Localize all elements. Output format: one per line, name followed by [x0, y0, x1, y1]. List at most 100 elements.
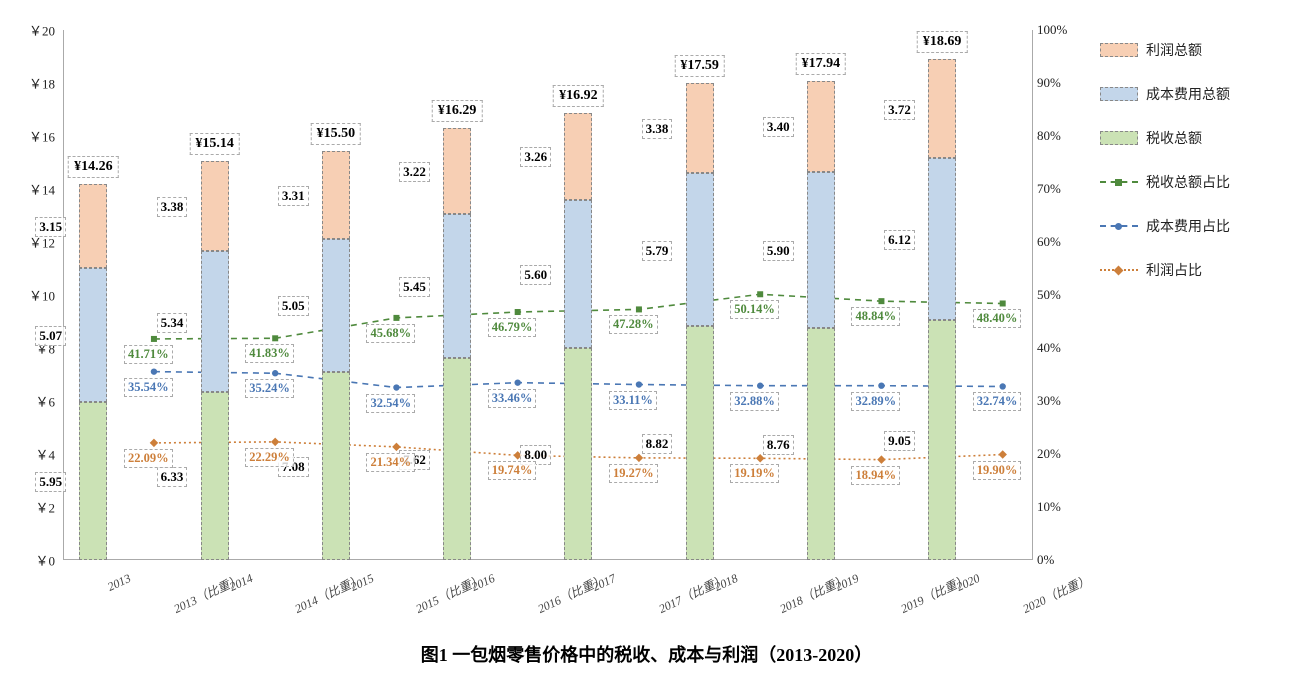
- legend-marker: [1114, 266, 1124, 276]
- seg-label-profit: 3.26: [520, 147, 551, 167]
- y-right-tick: 30%: [1037, 393, 1061, 409]
- bar-seg-tax: [807, 328, 835, 560]
- pct-label-tax: 50.14%: [730, 300, 779, 319]
- legend-marker: [1115, 223, 1122, 230]
- legend-text: 成本费用占比: [1146, 216, 1230, 236]
- marker-cost: [151, 368, 157, 374]
- bar-seg-cost: [443, 214, 471, 358]
- marker-cost: [757, 383, 763, 389]
- bar-seg-tax: [686, 326, 714, 560]
- y-right-tick: 100%: [1037, 22, 1067, 38]
- pct-label-profit: 19.19%: [730, 464, 779, 483]
- seg-label-tax: 9.05: [884, 431, 915, 451]
- bar-seg-cost: [79, 268, 107, 402]
- pct-label-tax: 48.40%: [973, 309, 1022, 328]
- seg-label-tax: 8.82: [642, 434, 673, 454]
- bar-seg-cost: [686, 173, 714, 326]
- legend-item-cost-bar: 成本费用总额: [1100, 84, 1280, 104]
- pct-label-cost: 32.74%: [973, 392, 1022, 411]
- seg-label-tax: 6.33: [157, 467, 188, 487]
- legend-item-cost-line: 成本费用占比: [1100, 216, 1280, 236]
- bar-seg-cost: [322, 239, 350, 373]
- pct-label-tax: 45.68%: [366, 324, 415, 343]
- y-left-tick: ￥18: [29, 74, 55, 93]
- y-left-tick: ￥10: [29, 286, 55, 305]
- marker-tax: [272, 335, 278, 341]
- bar-seg-profit: [322, 151, 350, 239]
- legend-line: [1100, 269, 1138, 271]
- seg-label-cost: 5.05: [278, 296, 309, 316]
- legend-swatch: [1100, 131, 1138, 145]
- y-right-tick: 20%: [1037, 446, 1061, 462]
- bar-seg-profit: [928, 59, 956, 158]
- chart-caption: 图1 一包烟零售价格中的税收、成本与利润（2013-2020）: [0, 641, 1293, 667]
- seg-label-profit: 3.31: [278, 186, 309, 206]
- y-left-tick: ￥20: [29, 21, 55, 40]
- seg-label-profit: 3.38: [642, 119, 673, 139]
- seg-label-profit: 3.72: [884, 100, 915, 120]
- legend-line: [1100, 181, 1138, 183]
- pct-label-profit: 21.34%: [366, 453, 415, 472]
- bar-seg-cost: [564, 200, 592, 348]
- y-right-tick: 10%: [1037, 499, 1061, 515]
- seg-label-tax: 8.76: [763, 435, 794, 455]
- bar-seg-cost: [201, 251, 229, 393]
- total-label: ¥17.94: [796, 53, 847, 75]
- marker-profit: [756, 454, 764, 462]
- marker-tax: [878, 298, 884, 304]
- pct-label-tax: 41.71%: [124, 345, 173, 364]
- marker-tax: [393, 315, 399, 321]
- bar-seg-tax: [564, 348, 592, 560]
- y-left-tick: ￥2: [35, 498, 55, 517]
- y-left-tick: ￥4: [35, 445, 55, 464]
- bar-seg-tax: [79, 402, 107, 560]
- bar-seg-profit: [564, 113, 592, 199]
- marker-profit: [150, 439, 158, 447]
- pct-label-cost: 32.54%: [366, 394, 415, 413]
- x-label: 2013: [106, 571, 134, 595]
- legend-item-profit-line: 利润占比: [1100, 260, 1280, 280]
- seg-label-cost: 5.45: [399, 277, 430, 297]
- y-right-tick: 0%: [1037, 552, 1054, 568]
- seg-label-cost: 5.34: [157, 313, 188, 333]
- bar-seg-profit: [686, 83, 714, 173]
- marker-profit: [877, 455, 885, 463]
- pct-label-cost: 35.54%: [124, 378, 173, 397]
- seg-label-tax: 5.95: [35, 472, 66, 492]
- seg-label-cost: 5.90: [763, 241, 794, 261]
- total-label: ¥17.59: [674, 55, 725, 77]
- seg-label-cost: 5.79: [642, 241, 673, 261]
- pct-label-profit: 22.29%: [245, 448, 294, 467]
- pct-label-cost: 32.89%: [851, 392, 900, 411]
- marker-profit: [635, 454, 643, 462]
- bar-seg-cost: [928, 158, 956, 320]
- total-label: ¥16.92: [553, 85, 604, 107]
- legend-swatch: [1100, 87, 1138, 101]
- marker-cost: [514, 379, 520, 385]
- pct-label-cost: 32.88%: [730, 392, 779, 411]
- y-right-tick: 60%: [1037, 234, 1061, 250]
- marker-cost: [636, 381, 642, 387]
- bar-seg-profit: [79, 184, 107, 267]
- seg-label-cost: 6.12: [884, 230, 915, 250]
- legend-marker: [1115, 179, 1122, 186]
- bar-seg-profit: [201, 161, 229, 251]
- legend-text: 利润占比: [1146, 260, 1202, 280]
- bar-seg-tax: [443, 358, 471, 560]
- pct-label-profit: 19.27%: [609, 464, 658, 483]
- y-left-tick: ￥6: [35, 392, 55, 411]
- y-right-tick: 90%: [1037, 75, 1061, 91]
- pct-label-profit: 19.74%: [488, 461, 537, 480]
- x-axis-labels: 20132013（比重）20142014（比重）20152015（比重）2016…: [63, 565, 1033, 625]
- x-label: 2020（比重）: [1019, 571, 1091, 617]
- marker-tax: [1000, 300, 1006, 306]
- y-right-tick: 70%: [1037, 181, 1061, 197]
- total-label: ¥15.14: [189, 133, 240, 155]
- marker-tax: [757, 291, 763, 297]
- legend-text: 成本费用总额: [1146, 84, 1230, 104]
- seg-label-profit: 3.15: [35, 217, 66, 237]
- total-label: ¥14.26: [68, 156, 119, 178]
- pct-label-profit: 19.90%: [973, 461, 1022, 480]
- pct-label-cost: 33.11%: [609, 391, 657, 410]
- y-left-tick: ￥0: [35, 551, 55, 570]
